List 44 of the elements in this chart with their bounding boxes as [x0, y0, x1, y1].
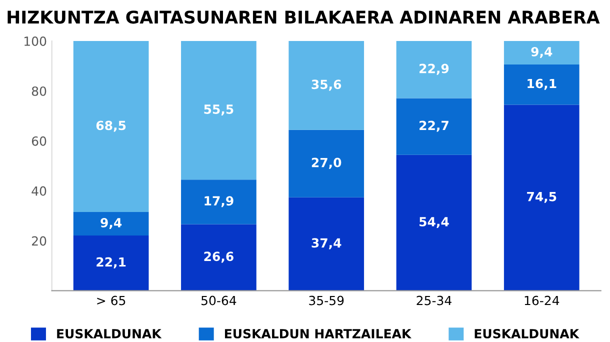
bar: [288, 197, 364, 291]
data-label: 74,5: [527, 192, 556, 203]
data-label: 9,4: [531, 46, 552, 58]
bar: [181, 180, 256, 224]
data-label: 35,6: [312, 80, 342, 91]
data-label: 27,0: [312, 158, 342, 169]
bar: [396, 41, 472, 98]
bar: [288, 130, 364, 198]
data-label: 17,9: [204, 196, 234, 208]
legend-label: EUSKALDUN HARTZAILEAK: [224, 328, 412, 338]
data-label: 26,6: [204, 252, 234, 263]
bar: [396, 154, 472, 291]
data-label: 22,1: [96, 257, 126, 268]
data-label: 22,9: [420, 64, 449, 75]
data-label: 22,7: [420, 120, 448, 132]
data-label: 9,4: [100, 218, 122, 230]
legend-label: EUSKALDUNAK: [57, 328, 162, 338]
x-tick-label: 35-59: [309, 296, 344, 306]
data-label: 54,4: [420, 217, 449, 228]
y-tick-label: 80: [32, 86, 46, 96]
y-tick-label: 40: [32, 186, 46, 196]
bar: [73, 41, 149, 212]
bar: [396, 98, 472, 155]
x-tick-label: 50-64: [202, 296, 236, 306]
bar: [288, 41, 364, 130]
bar: [504, 41, 580, 65]
chart-title: HIZKUNTZA GAITASUNAREN BILAKAERA ADINAREN ARABERA: [8, 10, 600, 24]
y-tick-label: 100: [24, 36, 46, 46]
x-tick-label: 16-24: [524, 296, 560, 306]
bar: [73, 212, 149, 236]
bar: [504, 104, 580, 291]
bar: [73, 236, 149, 291]
data-label: 55,5: [204, 104, 234, 116]
data-label: 16,1: [528, 78, 556, 90]
bar: [504, 64, 580, 105]
legend-label: EUSKALDUNAK: [474, 328, 580, 338]
bar: [181, 224, 256, 291]
data-label: 68,5: [96, 120, 126, 132]
x-tick-label: > 65: [97, 296, 126, 306]
bar: [181, 41, 256, 180]
data-label: 37,4: [312, 238, 342, 250]
y-tick-label: 20: [32, 236, 46, 246]
y-tick-label: 60: [32, 136, 46, 146]
x-tick-label: 25-34: [416, 296, 452, 306]
